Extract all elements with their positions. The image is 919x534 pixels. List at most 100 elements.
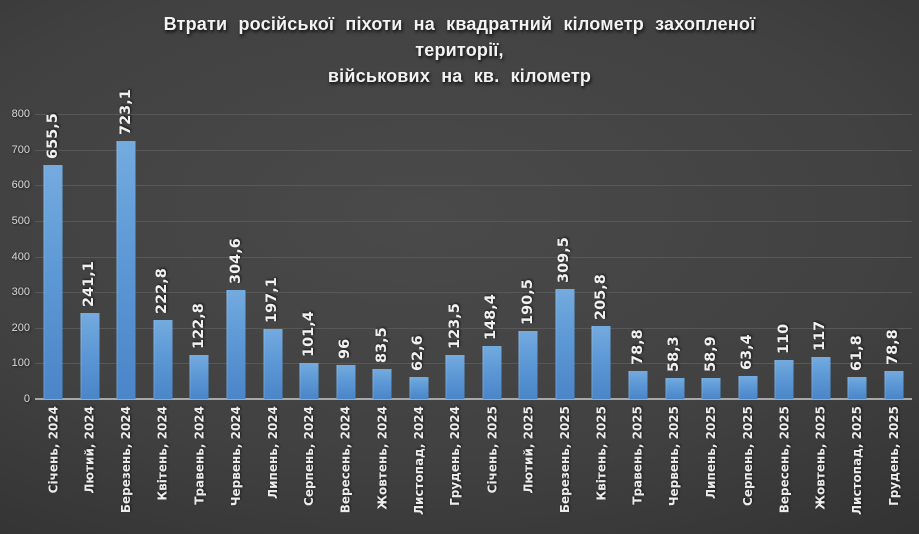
bar-value-label: 62,6 [410, 335, 427, 371]
bar-value-label: 304,6 [227, 238, 244, 284]
bar-value-label: 241,1 [81, 261, 98, 307]
bar-group: 190,5 Лютий, 2025 [510, 114, 547, 494]
bar [116, 141, 136, 399]
bar-group: 61,8 Листопад, 2025 [839, 114, 876, 515]
x-axis-label: Серпень, 2025 [740, 406, 755, 506]
x-axis-label: Червень, 2025 [667, 406, 682, 507]
bar [774, 360, 794, 399]
gridline [35, 292, 912, 294]
x-axis-label: Жовтень, 2024 [375, 406, 390, 510]
bars-area: 655,5 Січень, 2024 241,1 Лютий, 2024 723,1 Бе… [35, 89, 913, 515]
bar-value-label: 78,8 [885, 329, 902, 365]
bar-value-label: 117 [812, 320, 829, 351]
bar-value-label: 723,1 [117, 89, 134, 135]
bar [189, 355, 209, 399]
bar-value-label: 61,8 [848, 335, 865, 371]
bar-group: 304,6 Червень, 2024 [218, 114, 255, 506]
bar [226, 290, 246, 399]
bar [884, 371, 904, 399]
y-tick-label: 100 [11, 357, 30, 370]
bar-value-label: 123,5 [446, 303, 463, 349]
bar [628, 371, 648, 399]
gridline [35, 185, 912, 187]
bar-group: 78,8 Грудень, 2025 [876, 114, 913, 506]
x-axis-label: Травень, 2024 [192, 406, 207, 505]
bar [518, 331, 538, 399]
bar-group: 101,4 Серпень, 2024 [291, 114, 328, 506]
bar-group: 241,1 Лютий, 2024 [72, 114, 109, 494]
bar-group: 723,1 Березень, 2024 [108, 89, 145, 513]
bar-value-label: 110 [775, 323, 792, 354]
gridline [35, 363, 912, 365]
bar [555, 289, 575, 399]
x-axis-label: Грудень, 2024 [448, 406, 463, 506]
bar-group: 58,9 Липень, 2025 [693, 114, 730, 499]
bar-value-label: 58,9 [702, 336, 719, 372]
bar-value-label: 78,8 [629, 329, 646, 365]
bar-group: 110 Вересень, 2025 [766, 114, 803, 513]
plot-area: 655,5 Січень, 2024 241,1 Лютий, 2024 723,1 Бе… [35, 89, 913, 515]
bar [409, 377, 429, 399]
y-tick-label: 700 [11, 143, 30, 156]
y-tick-label: 300 [11, 286, 30, 299]
x-axis-label: Березень, 2025 [557, 406, 572, 514]
bar [701, 378, 721, 399]
bar-group: 122,8 Травень, 2024 [181, 114, 218, 505]
x-axis-label: Червень, 2024 [229, 406, 244, 507]
chart-title-line-3: військових на кв. кілометр [327, 66, 592, 86]
y-axis: 0 100 200 300 400 500 600 700 800 [0, 108, 30, 405]
chart-title-line-1: Втрати російської піхоти на квадратний к… [163, 14, 756, 34]
bar-group: 148,4 Січень, 2025 [474, 114, 511, 493]
bar [43, 165, 63, 399]
bar-value-label: 309,5 [556, 237, 573, 283]
x-axis-label: Квітень, 2024 [155, 406, 170, 501]
bar [299, 363, 319, 399]
bar-group: 96 Вересень, 2024 [327, 114, 364, 513]
bar-group: 58,3 Червень, 2025 [656, 114, 693, 506]
bar-group: 62,6 Листопад, 2024 [400, 114, 437, 515]
gridline [35, 149, 912, 151]
y-tick-label: 200 [11, 321, 30, 334]
x-axis-label: Квітень, 2025 [594, 406, 609, 501]
x-axis-label: Січень, 2025 [484, 406, 499, 494]
x-axis-label: Листопад, 2025 [850, 406, 865, 515]
bar-value-label: 190,5 [519, 279, 536, 325]
bar-group: 309,5 Березень, 2025 [547, 114, 584, 513]
bar [591, 326, 611, 399]
bar [336, 365, 356, 399]
bar-group: 83,5 Жовтень, 2024 [364, 114, 401, 510]
bar [665, 378, 685, 399]
bar-value-label: 101,4 [300, 311, 317, 357]
y-tick-label: 400 [11, 250, 30, 263]
x-axis-label: Березень, 2024 [119, 406, 134, 514]
gridline [35, 220, 912, 222]
x-axis-label: Лютий, 2025 [521, 406, 536, 494]
bar-value-label: 197,1 [264, 277, 281, 323]
x-axis-label: Грудень, 2025 [886, 406, 901, 506]
chart-title: Втрати російської піхоти на квадратний к… [0, 11, 919, 89]
bar [372, 369, 392, 399]
bar-value-label: 655,5 [44, 113, 61, 159]
bar-group: 117 Жовтень, 2025 [802, 114, 839, 510]
x-axis-label: Вересень, 2025 [777, 406, 792, 514]
bar-value-label: 63,4 [739, 334, 756, 370]
bar-value-label: 83,5 [373, 327, 390, 363]
bar-value-label: 58,3 [666, 336, 683, 372]
bar-value-label: 148,4 [483, 294, 500, 340]
bar-group: 197,1 Липень, 2024 [254, 114, 291, 499]
x-axis-label: Липень, 2025 [704, 406, 719, 499]
bar [263, 329, 283, 399]
bar-group: 123,5 Грудень, 2024 [437, 114, 474, 506]
bar-group: 222,8 Квітень, 2024 [145, 114, 182, 501]
bar-group: 205,8 Квітень, 2025 [583, 114, 620, 501]
bar [482, 346, 502, 399]
bar-value-label: 222,8 [154, 268, 171, 314]
y-tick-label: 800 [11, 108, 30, 120]
bar-value-label: 205,8 [592, 274, 609, 320]
x-axis-label: Вересень, 2024 [338, 406, 353, 514]
x-axis-line [35, 398, 912, 400]
x-axis-label: Лютий, 2024 [82, 406, 97, 494]
bar [153, 320, 173, 399]
bar [847, 377, 867, 399]
